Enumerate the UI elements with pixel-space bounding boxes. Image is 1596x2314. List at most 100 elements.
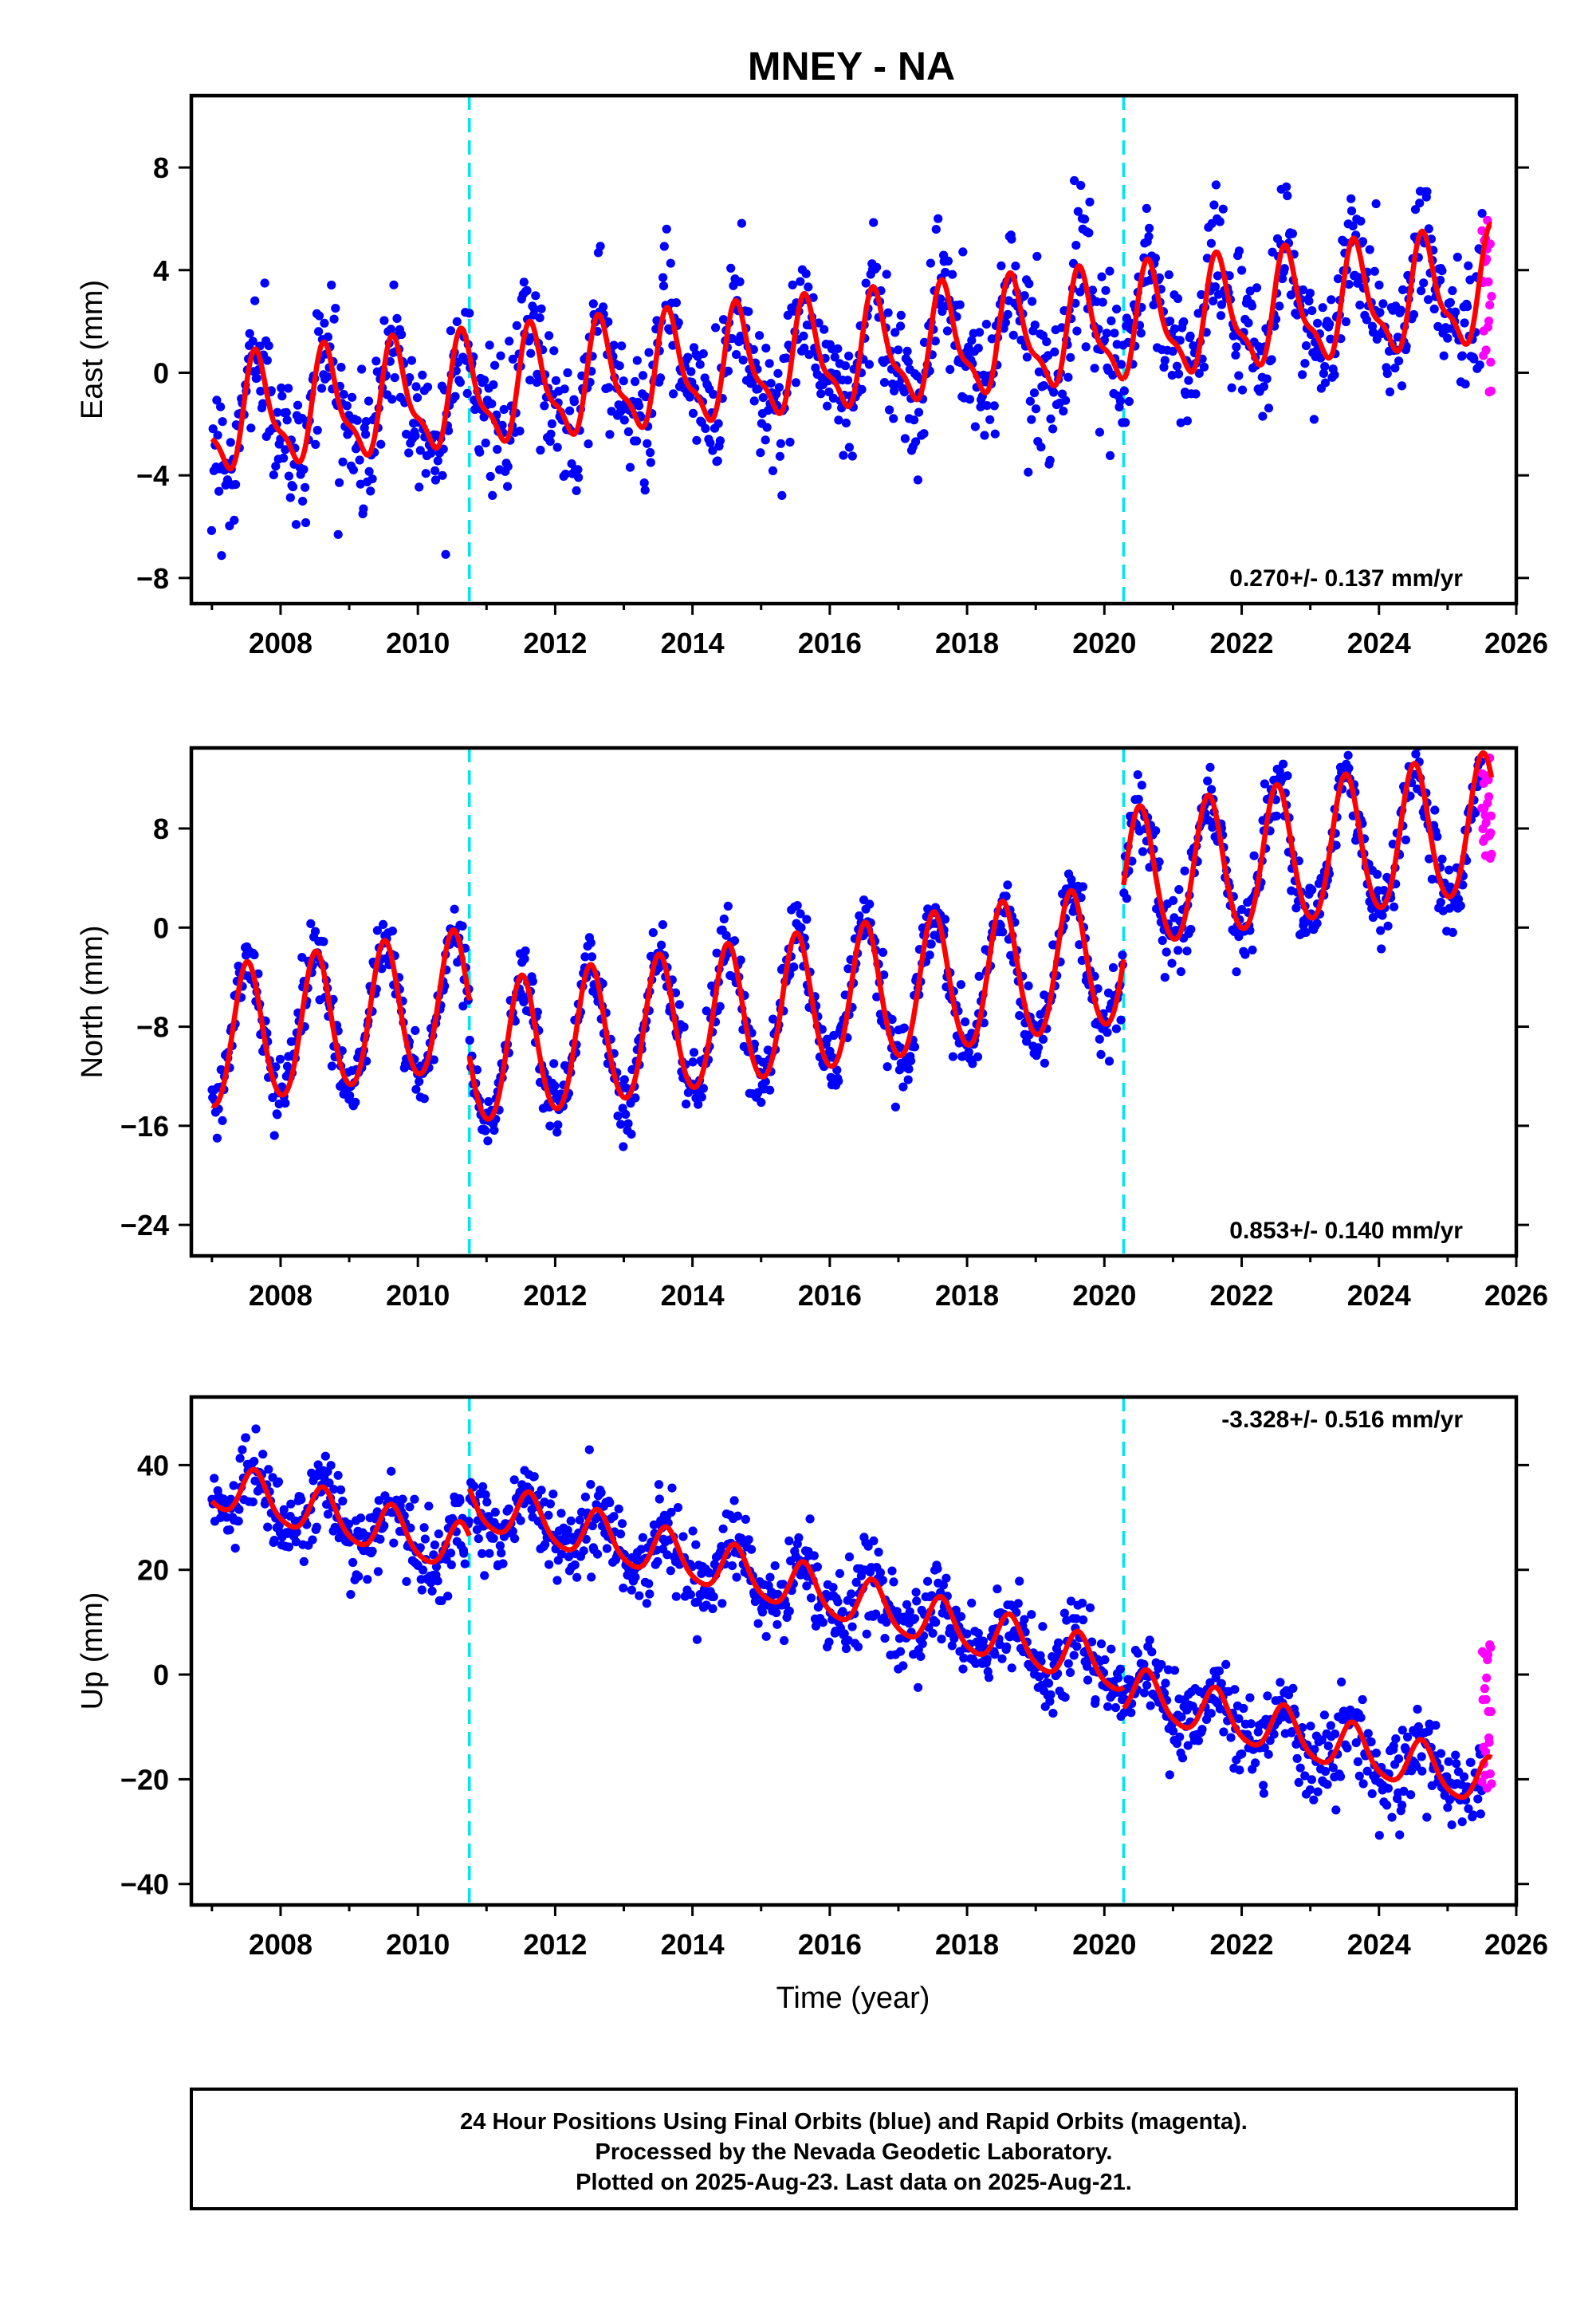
final-orbit-point — [1443, 1803, 1453, 1812]
final-orbit-point — [785, 437, 795, 447]
rapid-orbit-point — [1484, 277, 1493, 287]
final-orbit-point — [1075, 940, 1084, 950]
final-orbit-point — [379, 1521, 389, 1531]
final-orbit-point — [441, 549, 450, 559]
final-orbit-point — [430, 475, 441, 485]
final-orbit-point — [1354, 273, 1363, 282]
final-orbit-point — [1061, 396, 1071, 405]
final-orbit-point — [1225, 271, 1234, 281]
final-orbit-point — [978, 1636, 988, 1646]
final-orbit-point — [1445, 903, 1454, 913]
final-orbit-point — [279, 453, 289, 463]
final-orbit-point — [1112, 305, 1122, 314]
final-orbit-point — [741, 1514, 750, 1524]
final-orbit-point — [602, 1544, 612, 1553]
final-orbit-point — [397, 329, 407, 340]
rapid-orbit-point — [1477, 1777, 1487, 1787]
final-orbit-point — [1287, 1727, 1297, 1737]
final-orbit-point — [557, 1549, 567, 1559]
final-orbit-point — [689, 343, 699, 352]
final-orbit-point — [250, 950, 259, 960]
final-orbit-point — [420, 1534, 430, 1544]
final-orbit-point — [1337, 1677, 1346, 1686]
final-orbit-point — [269, 1536, 279, 1545]
final-orbit-point — [331, 304, 340, 313]
final-orbit-point — [709, 389, 718, 399]
final-orbit-point — [691, 1540, 701, 1549]
final-orbit-point — [1346, 206, 1357, 216]
final-orbit-point — [900, 434, 910, 443]
final-orbit-point — [1025, 396, 1035, 406]
final-orbit-point — [443, 1592, 453, 1601]
final-orbit-point — [529, 305, 540, 314]
final-orbit-point — [1328, 1763, 1338, 1773]
final-orbit-point — [1015, 1011, 1024, 1021]
final-orbit-point — [1161, 1678, 1170, 1688]
final-orbit-point — [306, 919, 316, 928]
x-tick-label: 2014 — [661, 1928, 725, 1961]
final-orbit-point — [671, 1592, 681, 1601]
final-orbit-point — [692, 435, 702, 445]
final-orbit-point — [405, 373, 415, 383]
final-orbit-point — [961, 1017, 970, 1027]
final-orbit-point — [830, 352, 839, 362]
final-orbit-point — [1175, 1732, 1185, 1741]
final-orbit-point — [262, 356, 272, 365]
final-orbit-point — [958, 1664, 968, 1674]
final-orbit-point — [263, 1522, 273, 1532]
final-orbit-point — [708, 446, 717, 455]
final-orbit-point — [1066, 352, 1075, 362]
final-orbit-point — [1252, 283, 1262, 293]
final-orbit-point — [551, 376, 561, 385]
x-tick-label: 2012 — [523, 627, 587, 659]
final-orbit-point — [1397, 1800, 1407, 1810]
panel-frame — [189, 746, 1519, 1258]
final-orbit-point — [765, 359, 774, 368]
final-orbit-point — [1164, 270, 1173, 280]
final-orbit-point — [1177, 1712, 1186, 1722]
y-axis-label: North (mm) — [76, 925, 109, 1078]
final-orbit-point — [1099, 335, 1109, 345]
final-orbit-point — [1439, 351, 1449, 360]
final-orbit-point — [368, 1546, 377, 1556]
final-orbit-point — [252, 373, 261, 383]
final-orbit-point — [973, 1628, 983, 1638]
final-orbit-point — [480, 376, 489, 385]
final-orbit-point — [356, 1513, 366, 1523]
final-orbit-point — [627, 1585, 637, 1595]
final-orbit-point — [1275, 301, 1284, 311]
final-orbit-point — [588, 1521, 597, 1531]
final-orbit-point — [1405, 791, 1415, 801]
final-orbit-point — [1209, 200, 1219, 210]
final-orbit-point — [818, 1618, 827, 1627]
final-orbit-point — [574, 473, 584, 482]
final-orbit-point — [931, 225, 941, 234]
final-orbit-point — [459, 1549, 469, 1558]
final-orbit-point — [1166, 317, 1175, 326]
final-orbit-point — [729, 281, 738, 290]
final-orbit-point — [271, 1062, 281, 1072]
east-panel: 2008 2010 2012 2014 2016 2018 2020 2022 2024 2026… — [76, 93, 1548, 659]
final-orbit-point — [430, 466, 440, 476]
final-orbit-point — [619, 1584, 628, 1593]
final-orbit-point — [1142, 203, 1151, 213]
final-orbit-point — [862, 1629, 871, 1639]
final-orbit-point — [844, 351, 854, 361]
rapid-orbit-point — [1487, 292, 1496, 301]
final-orbit-point — [1103, 1702, 1113, 1711]
final-orbit-point — [733, 1511, 743, 1521]
final-orbit-point — [429, 1550, 438, 1560]
final-orbit-point — [632, 356, 642, 365]
final-orbit-point — [799, 331, 808, 340]
final-orbit-point — [1401, 1745, 1410, 1754]
final-orbit-point — [379, 316, 389, 325]
final-orbit-point — [368, 474, 377, 484]
final-orbit-point — [1342, 1743, 1352, 1753]
final-orbit-point — [345, 1091, 355, 1100]
final-orbit-point — [575, 1515, 584, 1525]
final-orbit-point — [1139, 1688, 1149, 1698]
rapid-orbit-point — [1484, 1737, 1494, 1747]
final-orbit-point — [925, 950, 934, 960]
final-orbit-point — [584, 1445, 594, 1454]
final-orbit-point — [284, 471, 293, 481]
